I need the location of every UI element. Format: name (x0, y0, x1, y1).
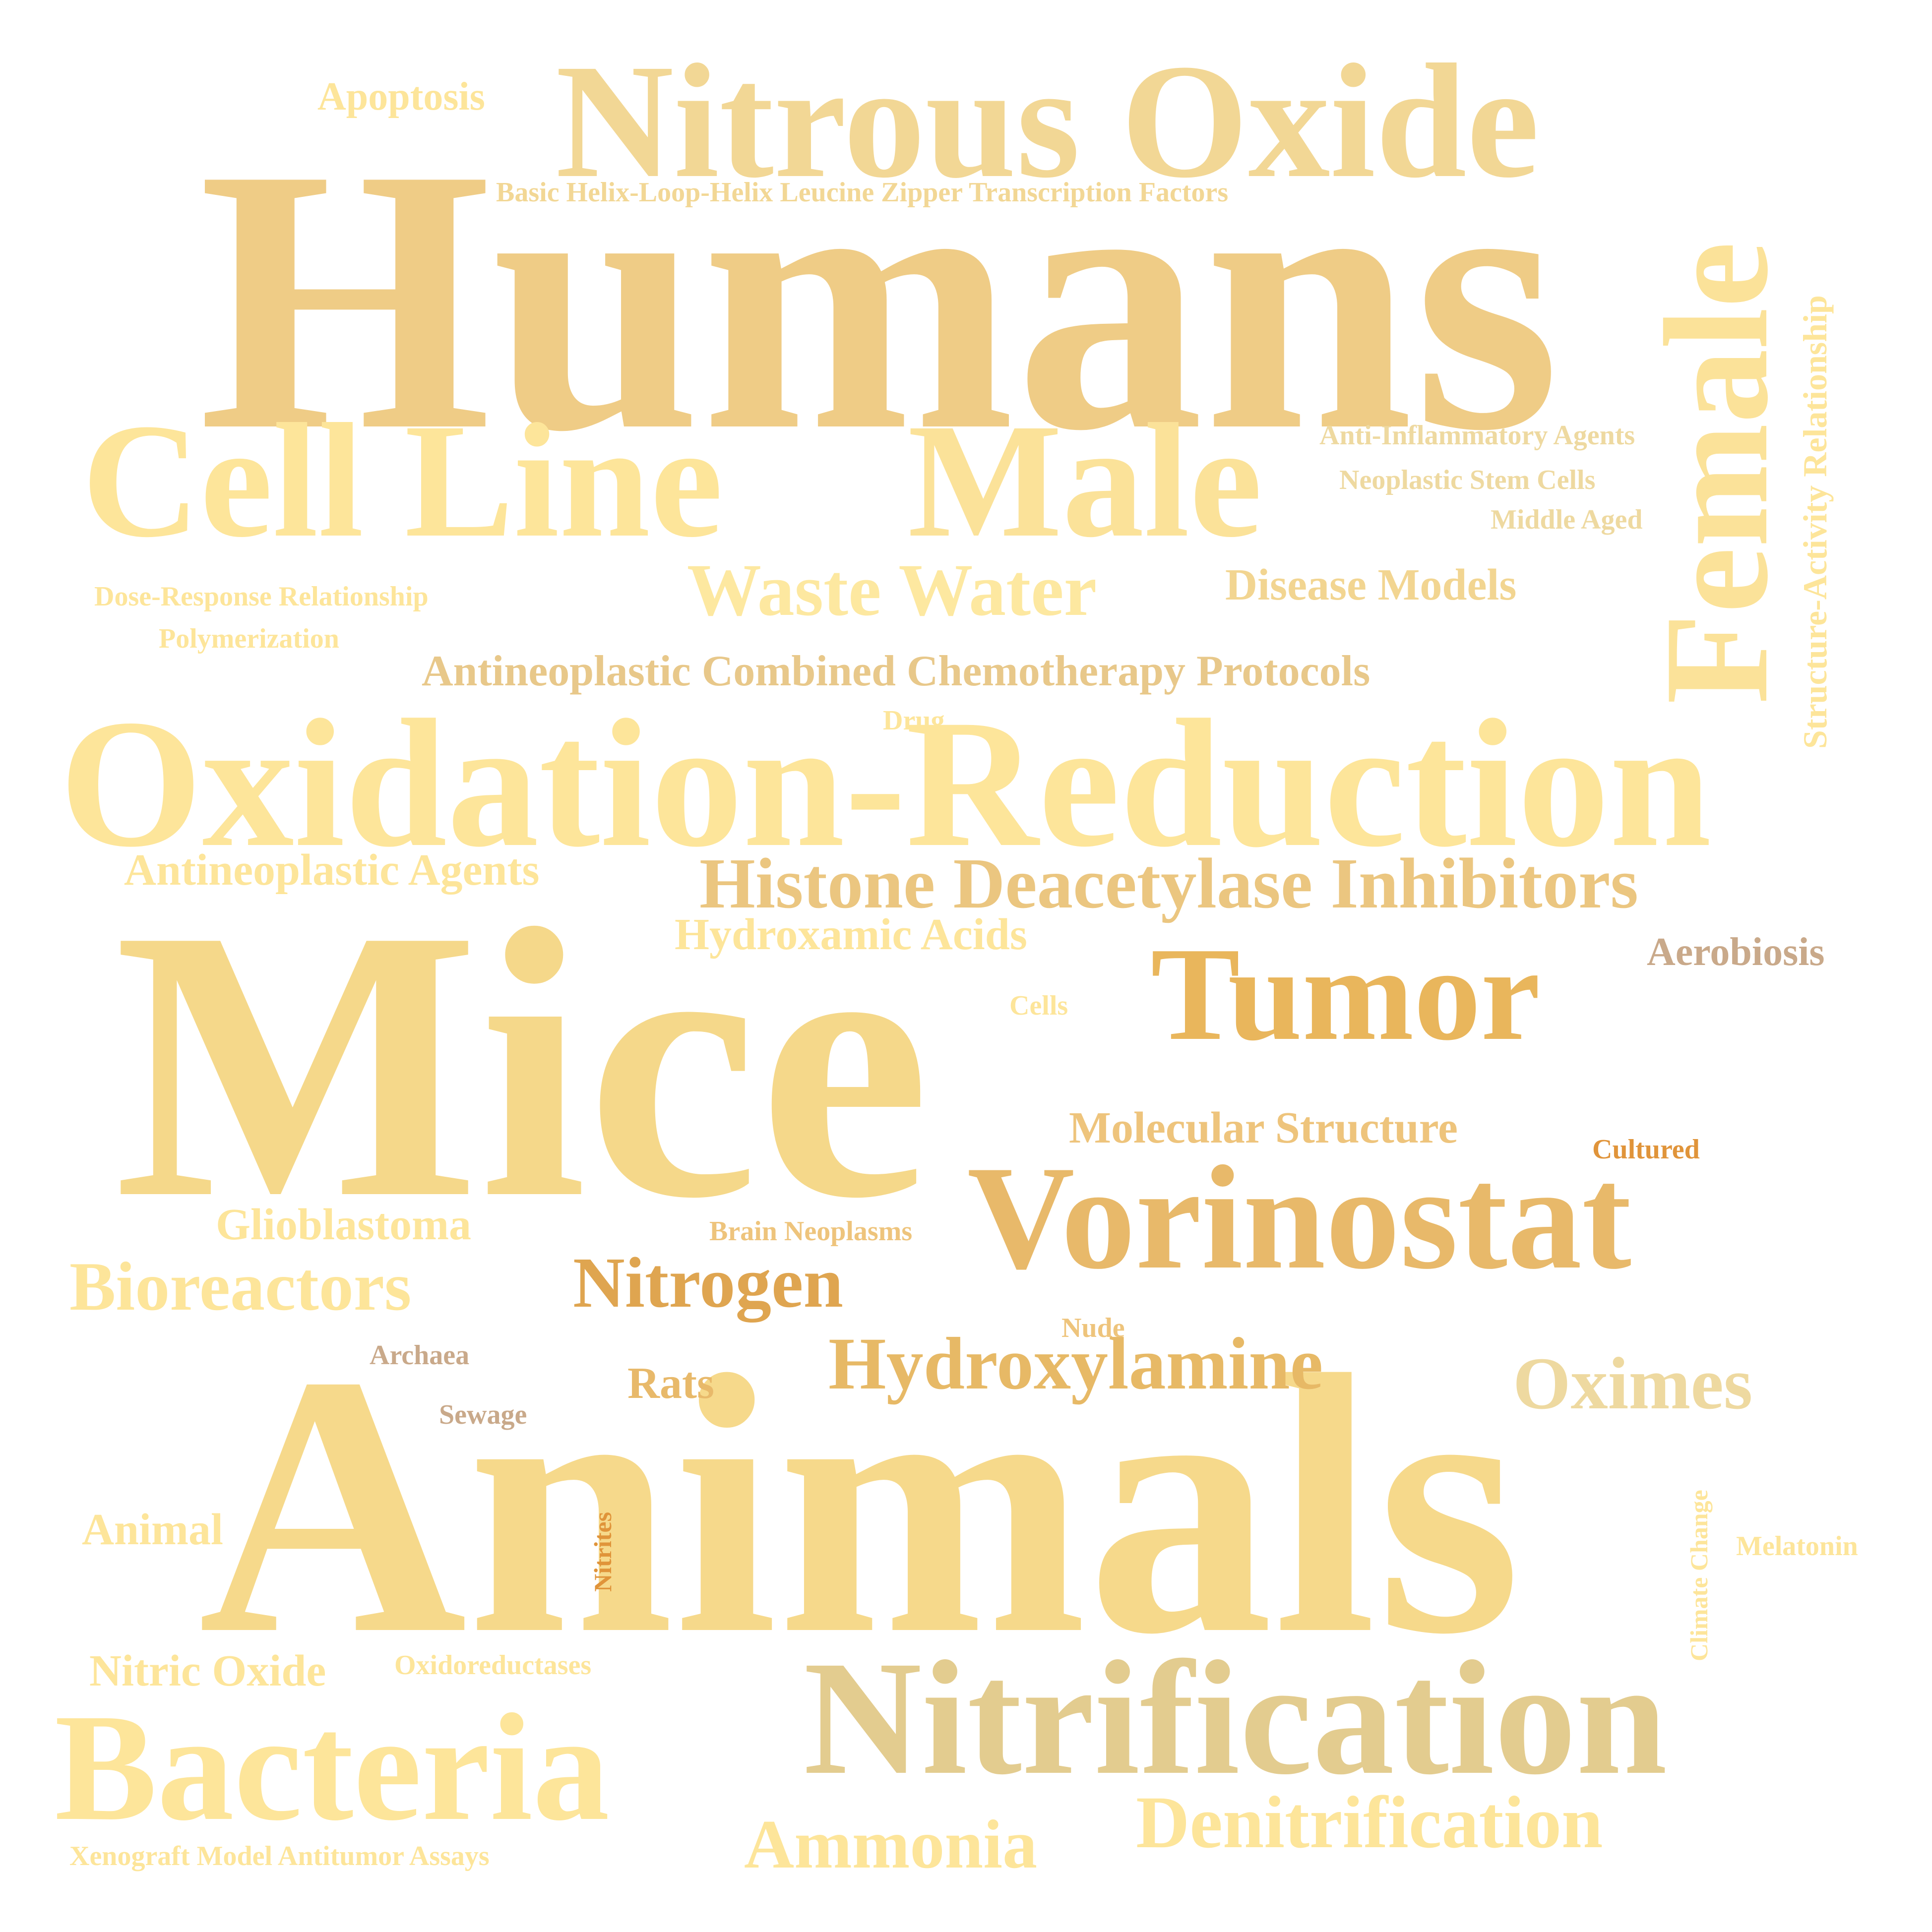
word-bioreactors: Bioreactors (69, 1248, 412, 1325)
word-melatonin: Melatonin (1736, 1531, 1858, 1562)
word-tumor: Tumor (1151, 920, 1541, 1068)
word-antineoplastic-combined-chemotherapy-protocols: Antineoplastic Combined Chemotherapy Pro… (422, 647, 1371, 695)
word-nitrification: Nitrification (804, 1628, 1668, 1809)
word-denitrification: Denitrification (1136, 1781, 1603, 1864)
word-humans: Humans (198, 91, 1560, 508)
word-archaea: Archaea (370, 1340, 470, 1371)
word-animals: Animals (198, 1299, 1522, 1711)
word-oximes: Oximes (1513, 1342, 1753, 1425)
word-bacteria: Bacteria (55, 1683, 610, 1853)
word-histone-deacetylase-inhibitors: Histone Deacetylase Inhibitors (699, 844, 1638, 923)
word-cells: Cells (1009, 990, 1068, 1021)
word-neoplastic-stem-cells: Neoplastic Stem Cells (1339, 465, 1596, 495)
word-cell-line: Cell Line (82, 390, 723, 571)
word-structure-activity-relationship: Structure-Activity Relationship (1796, 295, 1834, 749)
word-dose-response-relationship: Dose-Response Relationship (94, 581, 429, 612)
word-middle-aged: Middle Aged (1491, 504, 1643, 535)
word-brain-neoplasms: Brain Neoplasms (709, 1216, 913, 1247)
word-oxidoreductases: Oxidoreductases (394, 1650, 592, 1681)
word-sewage: Sewage (439, 1399, 527, 1430)
word-nitric-oxide: Nitric Oxide (89, 1646, 326, 1695)
word-animal: Animal (82, 1505, 224, 1554)
word-molecular-structure: Molecular Structure (1069, 1103, 1458, 1152)
word-apoptosis: Apoptosis (317, 75, 485, 119)
word-female: Female (1634, 242, 1799, 704)
word-mice: Mice (114, 849, 931, 1278)
word-vorinostat: Vorinostat (967, 1135, 1632, 1300)
word-drug: Drug (883, 705, 945, 736)
word-hydroxamic-acids: Hydroxamic Acids (675, 910, 1027, 959)
word-ammonia: Ammonia (744, 1806, 1038, 1883)
word-polymerization: Polymerization (159, 623, 339, 654)
word-climate-change: Climate Change (1685, 1490, 1713, 1661)
word-basic-helix-loop-helix-leucine-zipper-transcription-factors: Basic Helix-Loop-Helix Leucine Zipper Tr… (496, 177, 1229, 208)
word-nude: Nude (1061, 1313, 1125, 1343)
word-antineoplastic-agents: Antineoplastic Agents (124, 845, 540, 895)
word-anti-inflammatory-agents: Anti-Inflammatory Agents (1319, 420, 1635, 451)
word-male: Male (908, 390, 1262, 571)
word-nitrites: Nitrites (589, 1511, 617, 1592)
word-cultured: Cultured (1592, 1134, 1700, 1165)
word-xenograft-model-antitumor-assays: Xenograft Model Antitumor Assays (69, 1841, 490, 1872)
word-oxidation-reduction: Oxidation-Reduction (60, 682, 1712, 885)
word-nitrogen: Nitrogen (573, 1243, 844, 1323)
word-waste-water: Waste Water (687, 549, 1097, 631)
word-glioblastoma: Glioblastoma (216, 1200, 472, 1249)
word-hydroxylamine: Hydroxylamine (828, 1323, 1323, 1405)
word-disease-models: Disease Models (1225, 560, 1517, 609)
word-aerobiosis: Aerobiosis (1647, 930, 1825, 974)
word-nitrous-oxide: Nitrous Oxide (556, 31, 1540, 212)
word-rats: Rats (627, 1359, 714, 1408)
